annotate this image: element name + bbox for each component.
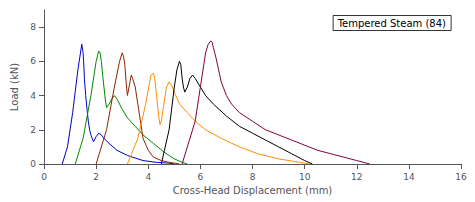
svg-text:8: 8 <box>30 22 36 32</box>
svg-text:12: 12 <box>351 172 362 182</box>
svg-text:2: 2 <box>30 125 36 135</box>
svg-text:8: 8 <box>250 172 256 182</box>
svg-text:14: 14 <box>403 172 415 182</box>
svg-text:16: 16 <box>455 172 467 182</box>
svg-text:4: 4 <box>145 172 151 182</box>
svg-text:0: 0 <box>30 159 36 169</box>
svg-text:Tempered Steam (84): Tempered Steam (84) <box>337 18 446 29</box>
svg-text:10: 10 <box>299 172 311 182</box>
svg-text:Load (kN): Load (kN) <box>9 63 20 111</box>
svg-text:0: 0 <box>41 172 47 182</box>
svg-text:4: 4 <box>30 91 36 101</box>
svg-text:6: 6 <box>30 56 36 66</box>
svg-text:Cross-Head Displacement (mm): Cross-Head Displacement (mm) <box>173 185 333 196</box>
svg-text:2: 2 <box>93 172 99 182</box>
svg-text:6: 6 <box>198 172 204 182</box>
